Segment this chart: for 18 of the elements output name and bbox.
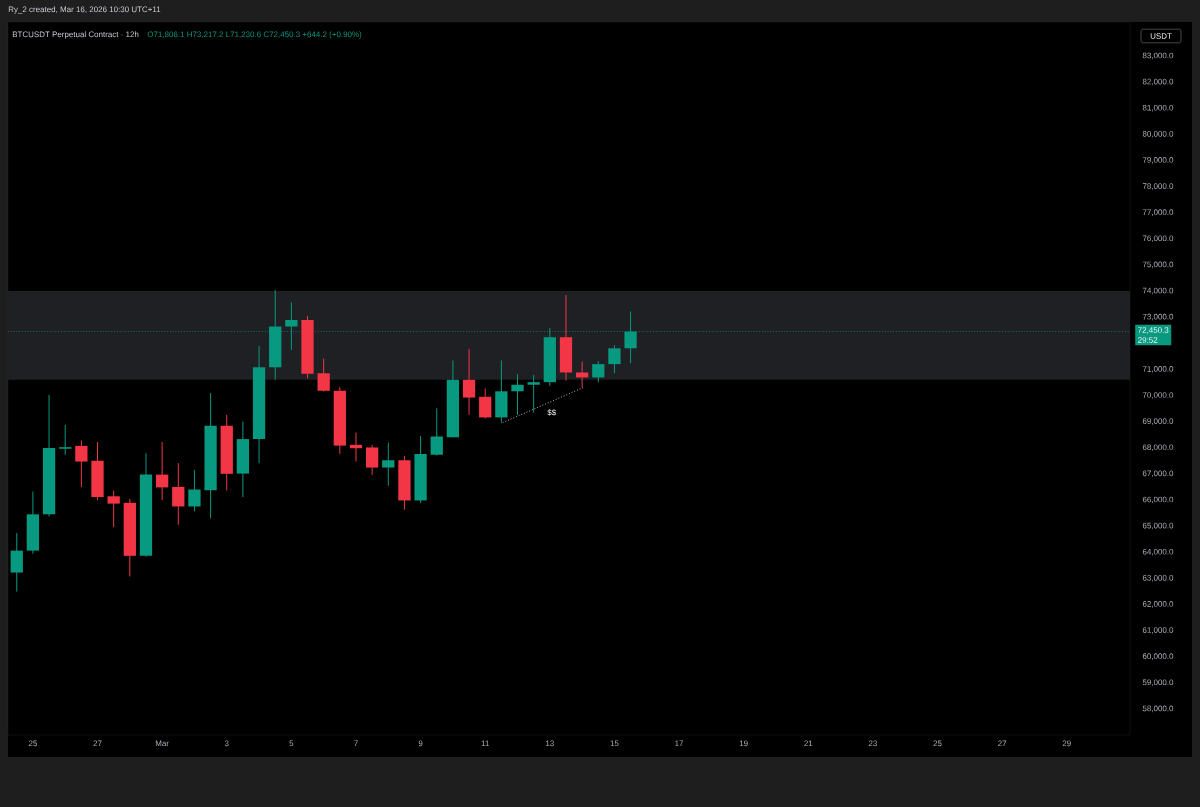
candlestick xyxy=(462,348,476,416)
candlestick xyxy=(10,532,23,593)
candlestick xyxy=(511,373,524,416)
candlestick xyxy=(382,441,395,487)
candlestick xyxy=(430,407,443,457)
candlestick xyxy=(575,361,589,388)
candlestick xyxy=(365,444,379,476)
candlestick xyxy=(317,358,330,393)
candlestick xyxy=(188,469,201,512)
candlestick xyxy=(479,387,492,419)
candlestick xyxy=(608,344,621,374)
candlestick xyxy=(75,439,88,488)
candlestick xyxy=(155,441,169,501)
candlestick xyxy=(59,424,72,456)
candlestick xyxy=(172,462,185,526)
candlestick xyxy=(527,374,540,413)
candlestick xyxy=(592,360,605,383)
candlestick xyxy=(107,490,120,528)
